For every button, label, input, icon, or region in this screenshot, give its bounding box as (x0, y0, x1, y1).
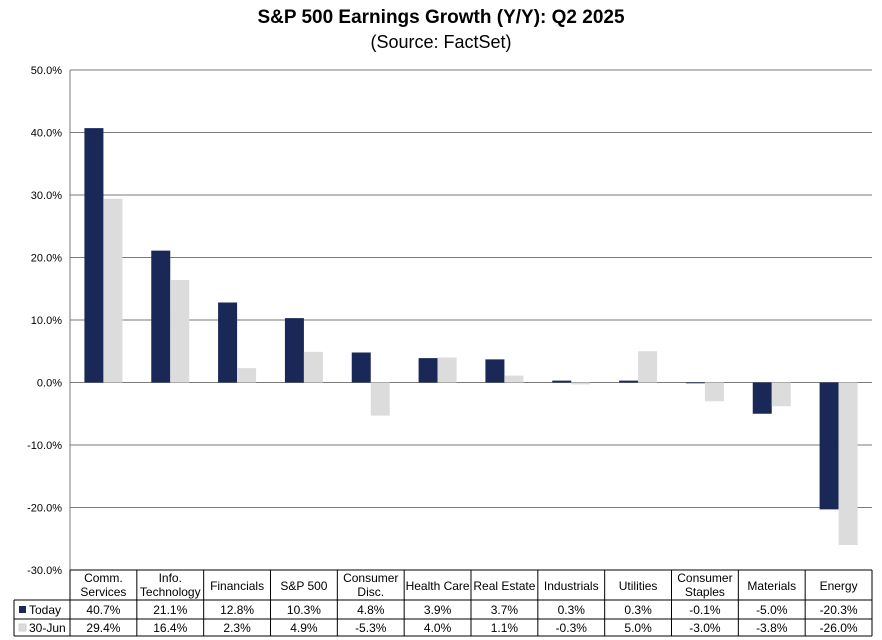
legend-key (18, 623, 27, 632)
data-label: 4.0% (424, 621, 452, 635)
y-tick-label: -20.0% (27, 503, 62, 515)
bar-30-jun (103, 198, 123, 383)
data-label: 5.0% (624, 621, 652, 635)
category-label: Comm. (84, 571, 123, 585)
data-label: 21.1% (153, 603, 187, 617)
category-label: Utilities (619, 579, 658, 593)
data-label: -0.1% (689, 603, 721, 617)
category-label: S&P 500 (280, 579, 327, 593)
y-tick-label: -30.0% (27, 565, 62, 577)
y-tick-label: 50.0% (31, 65, 62, 77)
data-label: -0.3% (556, 621, 588, 635)
chart-subtitle: (Source: FactSet) (370, 32, 512, 52)
category-label: Materials (747, 579, 796, 593)
bar-today (752, 382, 772, 414)
y-tick-label: -10.0% (27, 440, 62, 452)
category-label: Services (80, 585, 126, 599)
category-label: Technology (140, 585, 201, 599)
chart-title: S&P 500 Earnings Growth (Y/Y): Q2 2025 (257, 7, 625, 28)
data-label: 1.1% (491, 621, 519, 635)
bar-30-jun (303, 351, 323, 383)
data-label: 0.3% (558, 603, 586, 617)
category-label: Consumer (343, 571, 398, 585)
bar-today (485, 359, 505, 383)
legend-label: Today (29, 603, 61, 617)
y-tick-label: 20.0% (31, 253, 62, 265)
bar-today (351, 352, 371, 383)
data-label: 4.8% (357, 603, 385, 617)
data-label: 3.7% (491, 603, 519, 617)
y-tick-label: 30.0% (31, 190, 62, 202)
category-label: Energy (820, 579, 858, 593)
category-label: Disc. (357, 585, 384, 599)
y-tick-label: 0.0% (37, 378, 62, 390)
data-label: -20.3% (820, 603, 858, 617)
data-label: 29.4% (86, 621, 120, 635)
category-label: Consumer (677, 571, 732, 585)
data-label: 2.3% (223, 621, 251, 635)
y-tick-label: 40.0% (31, 128, 62, 140)
bar-30-jun (704, 382, 724, 402)
bar-30-jun (170, 280, 190, 383)
bar-30-jun (370, 382, 390, 416)
data-label: 4.9% (290, 621, 318, 635)
data-label: -5.3% (355, 621, 387, 635)
bar-30-jun (504, 375, 524, 383)
bar-today (151, 250, 171, 383)
bar-today (619, 380, 639, 383)
bar-30-jun (237, 368, 257, 383)
data-label: 40.7% (86, 603, 120, 617)
bar-today (218, 302, 238, 383)
category-label: Industrials (544, 579, 599, 593)
bar-30-jun (771, 382, 791, 407)
data-label: 10.3% (287, 603, 321, 617)
bar-today (418, 358, 438, 383)
legend-key (19, 606, 26, 613)
data-label: 0.3% (624, 603, 652, 617)
bar-today (685, 382, 705, 384)
bar-today (819, 382, 839, 510)
data-label: -3.0% (689, 621, 721, 635)
data-label: -3.8% (756, 621, 788, 635)
bar-today (552, 380, 572, 383)
data-label: -26.0% (820, 621, 858, 635)
legend-label: 30-Jun (29, 621, 66, 635)
category-label: Financials (210, 579, 264, 593)
category-label: Health Care (406, 579, 470, 593)
category-label: Info. (159, 571, 182, 585)
bar-30-jun (838, 382, 858, 545)
bar-today (84, 128, 104, 383)
data-label: 12.8% (220, 603, 254, 617)
bar-today (284, 318, 304, 383)
bar-30-jun (638, 351, 658, 383)
data-label: 3.9% (424, 603, 452, 617)
category-label: Real Estate (473, 579, 535, 593)
y-tick-label: 10.0% (31, 315, 62, 327)
data-label: -5.0% (756, 603, 788, 617)
bar-30-jun (437, 357, 457, 383)
data-label: 16.4% (153, 621, 187, 635)
bar-30-jun (571, 382, 591, 385)
category-label: Staples (685, 585, 725, 599)
